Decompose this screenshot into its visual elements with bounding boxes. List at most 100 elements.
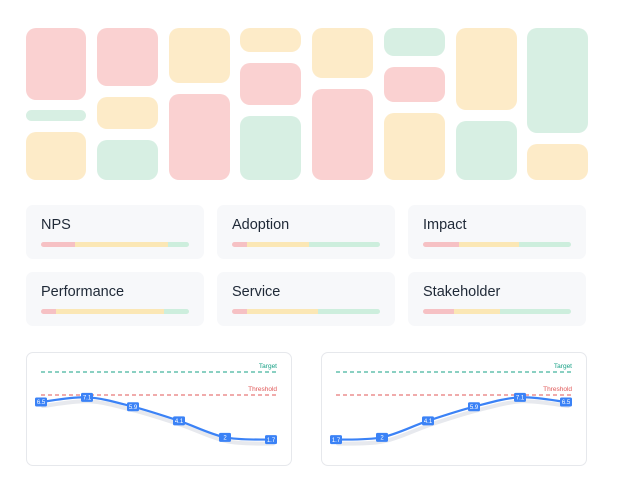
data-point-badge: [265, 435, 277, 445]
card-title: Stakeholder: [423, 284, 501, 300]
bar-segment-amber: [246, 309, 318, 314]
card-title: NPS: [41, 217, 71, 233]
status-tile[interactable]: [312, 89, 373, 180]
data-point[interactable]: 6.5: [35, 397, 47, 407]
status-tile[interactable]: [26, 132, 86, 180]
bar-segment-red: [232, 309, 247, 314]
score-card-nps[interactable]: NPS: [26, 205, 204, 259]
status-tile[interactable]: [240, 116, 301, 180]
data-point-badge: [219, 432, 231, 442]
trend-chart: Target Threshold 6.5 7.1 5.9 4.1 2 1.7: [35, 363, 277, 446]
bar-segment-red: [41, 242, 76, 247]
status-tile[interactable]: [240, 63, 301, 105]
data-point[interactable]: 1.7: [265, 435, 277, 445]
card-title: Impact: [423, 217, 467, 233]
data-point-label: 1.7: [332, 438, 341, 444]
status-tile[interactable]: [312, 28, 373, 78]
score-card-performance[interactable]: Performance: [26, 272, 204, 326]
data-point[interactable]: 4.1: [173, 416, 185, 426]
score-distribution-bar: [232, 242, 380, 247]
card-title: Adoption: [232, 217, 290, 233]
data-point[interactable]: 7.1: [81, 392, 93, 402]
series-shadow: [336, 399, 570, 446]
data-point[interactable]: 5.9: [468, 402, 480, 412]
data-point-badge: [35, 397, 47, 407]
bar-segment-green: [317, 309, 380, 314]
data-point-badge: [468, 402, 480, 412]
bar-segment-amber: [75, 242, 169, 247]
data-point-label: 5.9: [129, 405, 138, 411]
data-point[interactable]: 5.9: [127, 402, 139, 412]
status-tile[interactable]: [97, 28, 158, 86]
series-shadow: [41, 399, 275, 446]
reference-label: Target: [554, 363, 572, 370]
status-tile[interactable]: [456, 121, 517, 180]
data-point-badge: [127, 402, 139, 412]
bar-segment-green: [519, 242, 571, 247]
data-point[interactable]: 4.1: [422, 416, 434, 426]
card-title: Service: [232, 284, 281, 300]
bar-segment-red: [232, 242, 247, 247]
score-card-impact[interactable]: Impact: [408, 205, 586, 259]
data-point-badge: [376, 432, 388, 442]
data-point-label: 7.1: [516, 396, 525, 402]
reference-label: Threshold: [248, 386, 277, 393]
status-tile[interactable]: [384, 113, 445, 180]
bar-segment-green: [308, 242, 380, 247]
score-distribution-bar: [423, 242, 571, 247]
data-point-badge: [81, 392, 93, 402]
status-tile[interactable]: [97, 97, 158, 129]
status-tile-grid: [26, 28, 588, 180]
status-tile[interactable]: [527, 28, 588, 133]
status-tile[interactable]: [26, 110, 86, 121]
reference-label: Target: [259, 363, 277, 370]
trend-chart-panel-right: Target Threshold 1.7 2 4.1 5.9 7.1 6.5: [321, 352, 587, 466]
bar-segment-amber: [458, 242, 520, 247]
score-card-stakeholder[interactable]: Stakeholder: [408, 272, 586, 326]
status-tile[interactable]: [169, 94, 230, 180]
bar-segment-red: [423, 242, 459, 247]
status-tile[interactable]: [169, 28, 230, 83]
trend-chart: Target Threshold 1.7 2 4.1 5.9 7.1 6.5: [330, 363, 572, 446]
status-tile[interactable]: [456, 28, 517, 110]
data-point-badge: [173, 416, 185, 426]
bar-segment-amber: [246, 242, 309, 247]
data-point-label: 6.5: [562, 400, 571, 406]
bar-segment-red: [423, 309, 455, 314]
data-point[interactable]: 2: [376, 432, 388, 442]
data-point[interactable]: 7.1: [514, 392, 526, 402]
bar-segment-green: [163, 309, 189, 314]
bar-segment-red: [41, 309, 56, 314]
data-point-label: 2: [380, 436, 384, 442]
data-point-label: 1.7: [267, 438, 276, 444]
card-title: Performance: [41, 284, 125, 300]
data-point-label: 7.1: [83, 396, 92, 402]
data-point[interactable]: 2: [219, 432, 231, 442]
bar-segment-green: [168, 242, 189, 247]
bar-segment-green: [499, 309, 571, 314]
status-tile[interactable]: [240, 28, 301, 52]
status-tile[interactable]: [384, 67, 445, 102]
data-point-label: 6.5: [37, 400, 46, 406]
data-point-label: 5.9: [470, 405, 479, 411]
data-point-label: 2: [223, 436, 227, 442]
data-point-badge: [514, 392, 526, 402]
bar-segment-amber: [55, 309, 164, 314]
score-distribution-bar: [41, 309, 189, 314]
score-distribution-bar: [41, 242, 189, 247]
score-distribution-bar: [423, 309, 571, 314]
trend-chart-panel-left: Target Threshold 6.5 7.1 5.9 4.1 2 1.7: [26, 352, 292, 466]
bar-segment-amber: [454, 309, 500, 314]
status-tile[interactable]: [26, 28, 86, 100]
status-tile[interactable]: [384, 28, 445, 56]
data-point[interactable]: 1.7: [330, 435, 342, 445]
data-point-label: 4.1: [175, 419, 184, 425]
score-card-service[interactable]: Service: [217, 272, 395, 326]
score-card-adoption[interactable]: Adoption: [217, 205, 395, 259]
status-tile[interactable]: [97, 140, 158, 180]
status-tile[interactable]: [527, 144, 588, 180]
score-distribution-bar: [232, 309, 380, 314]
data-point[interactable]: 6.5: [560, 397, 572, 407]
reference-label: Threshold: [543, 386, 572, 393]
data-point-badge: [422, 416, 434, 426]
